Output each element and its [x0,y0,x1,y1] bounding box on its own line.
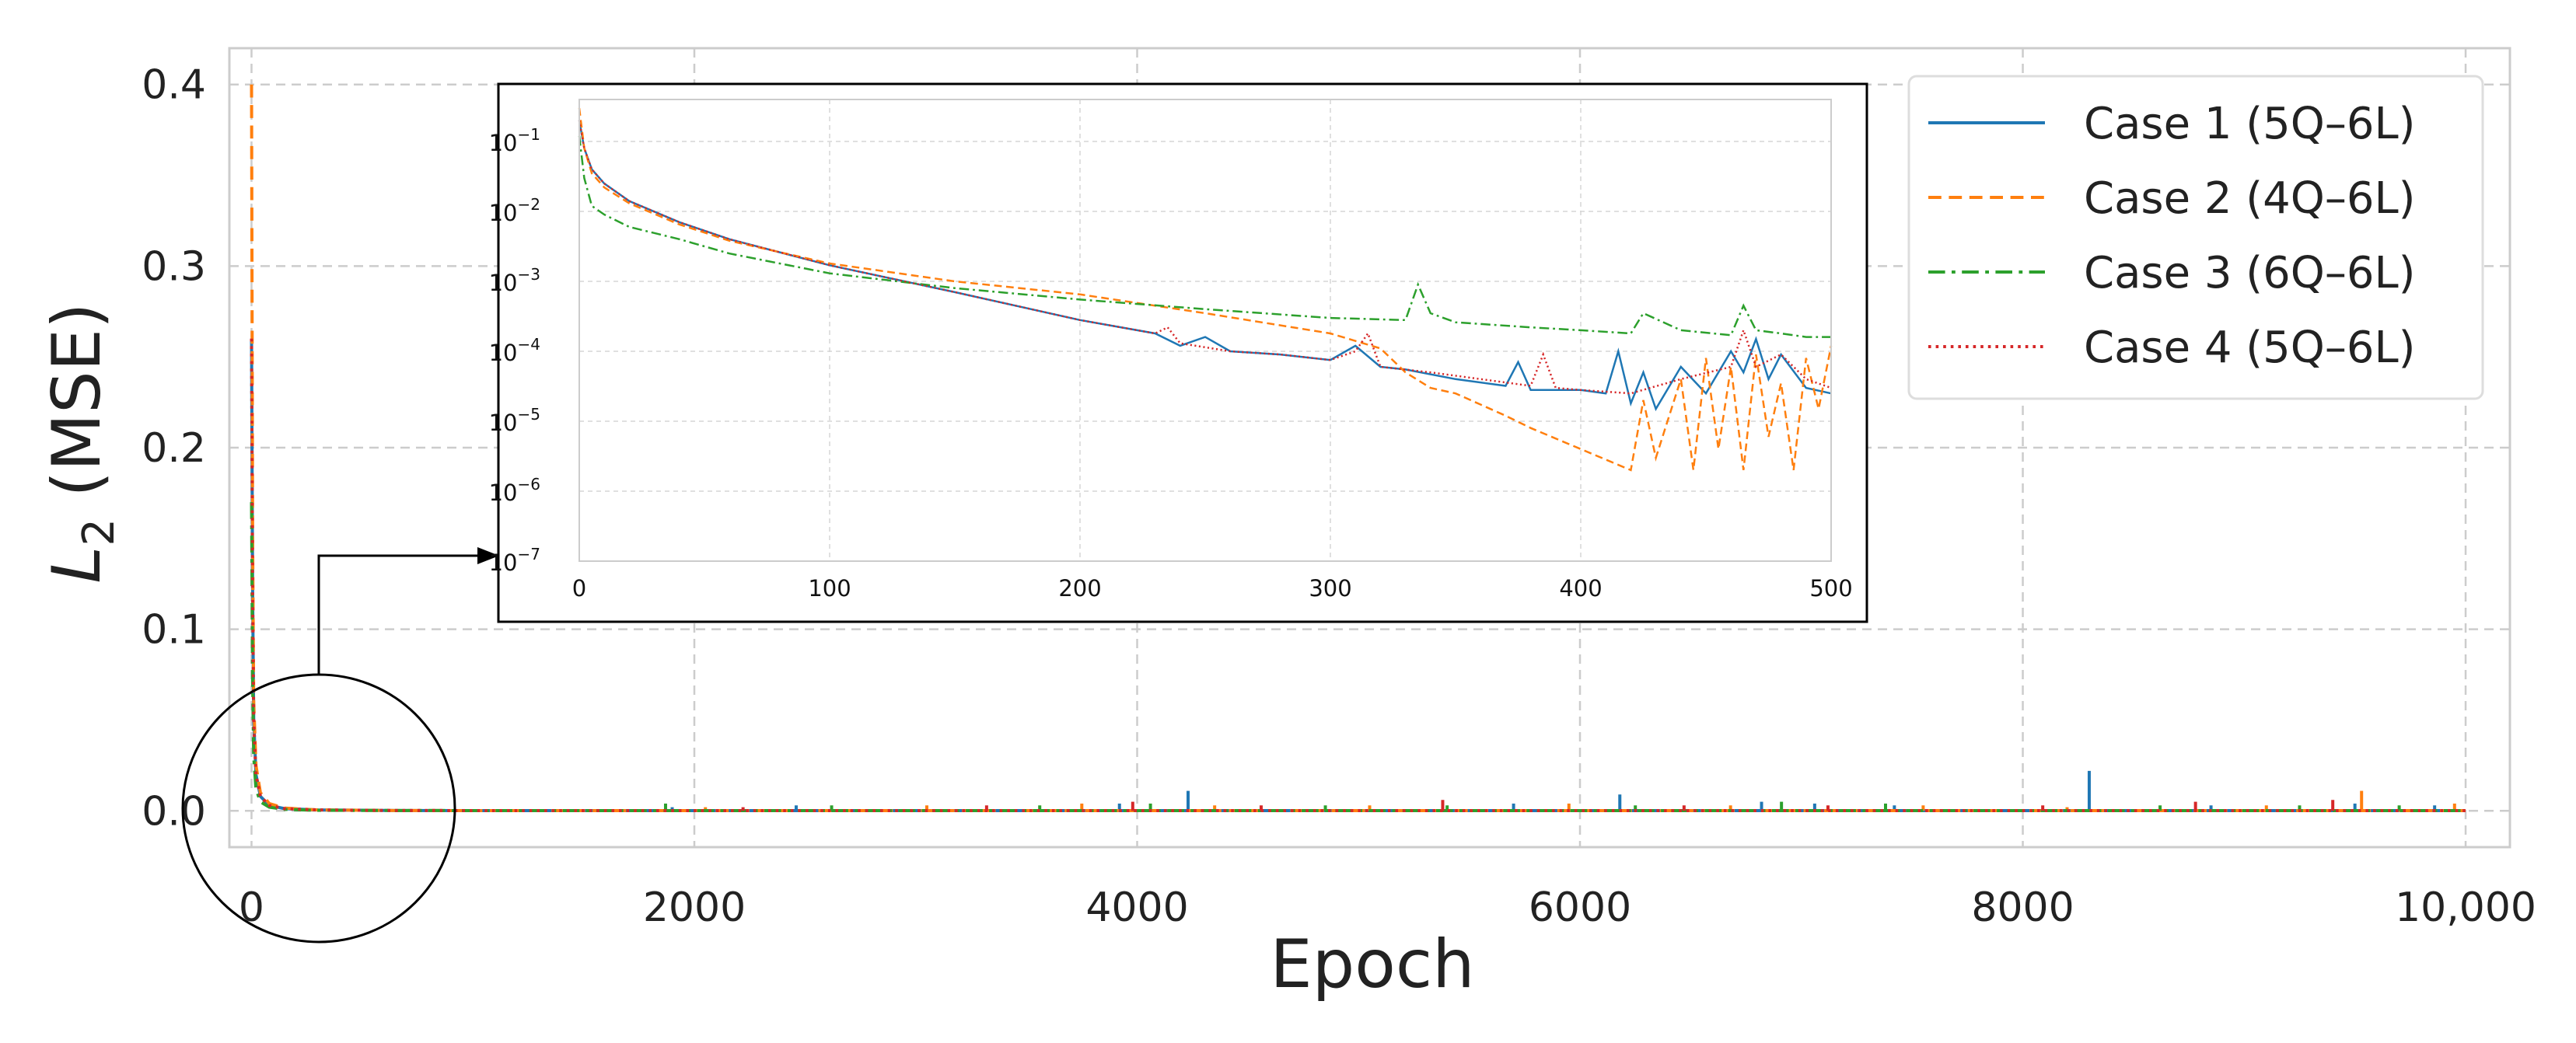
main-y-tick-label: 0.4 [142,62,206,109]
inset-y-tick-exponent: −2 [518,195,540,214]
inset-y-tick-label: 10−2 [489,195,540,226]
inset-y-tick-base: 10 [489,200,518,226]
main-x-tick-label: 6000 [1529,884,1631,931]
zoom-arrowhead [477,547,499,564]
legend-item-3: Case 3 (6Q–6L) [1928,248,2416,298]
legend-item-2: Case 2 (4Q–6L) [1928,173,2416,224]
legend: Case 1 (5Q–6L) Case 2 (4Q–6L) Case 3 (6Q–6… [1907,75,2484,400]
zoom-connector-line [317,554,486,675]
inset-y-tick-label: 10−5 [489,405,540,436]
inset-series-lines [578,107,1833,472]
legend-items: Case 1 (5Q–6L) Case 2 (4Q–6L) Case 3 (6Q–6… [1928,99,2416,373]
main-y-tick-label: 0.2 [142,425,206,472]
inset-x-tick-labels: 0 100 200 300 400 500 [572,575,1853,602]
inset-y-tick-exponent: −4 [518,335,540,354]
inset-series-line-2 [578,107,1833,472]
main-y-tick-label: 0.3 [142,243,206,290]
main-y-tick-labels: 0.0 0.1 0.2 0.3 0.4 [142,62,206,835]
inset-y-tick-base: 10 [489,340,518,366]
inset-y-tick-labels: 10−110−210−310−410−510−610−7 [489,125,540,576]
inset-plot-frame [578,99,1832,562]
inset-plot: 0 100 200 300 400 500 10−110−210−310−410−510−… [489,82,1868,623]
inset-y-tick-exponent: −7 [518,545,540,563]
main-y-tick-label: 0.0 [142,788,206,835]
inset-y-tick-base: 10 [489,270,518,296]
y-axis-title-space [38,497,116,518]
legend-item-1: Case 1 (5Q–6L) [1928,99,2416,149]
main-x-tick-labels: 0 2000 4000 6000 8000 10,000 [239,884,2536,931]
inset-y-tick-base: 10 [489,480,518,506]
legend-label: Case 2 (4Q–6L) [2084,173,2416,224]
inset-y-tick-label: 10−7 [489,545,540,576]
main-y-tick-label: 0.1 [142,607,206,654]
main-x-tick-label: 8000 [1971,884,2074,931]
inset-y-tick-label: 10−1 [489,125,540,156]
main-plot: 0 2000 4000 6000 8000 10,000 0.00.10.20.30.4 … [38,47,2536,1003]
y-axis-title: L2 (MSE) [38,302,124,583]
y-axis-title-rest: (MSE) [38,302,116,497]
inset-y-tick-exponent: −5 [518,405,540,424]
inset-y-tick-exponent: −1 [518,125,540,144]
main-plot-frame [228,47,2511,849]
main-series-line-3 [250,502,2466,812]
inset-x-tick-label: 400 [1559,575,1602,602]
inset-y-tick-base: 10 [489,549,518,576]
inset-x-tick-label: 500 [1809,575,1852,602]
zoom-annotation [181,547,499,944]
inset-y-tick-base: 10 [489,130,518,156]
main-x-tick-label: 2000 [643,884,746,931]
y-axis-title-symbol: L [38,546,116,584]
main-x-tick-label: 4000 [1085,884,1188,931]
inset-series-line-1 [578,120,1832,412]
legend-label: Case 4 (5Q–6L) [2084,323,2416,373]
inset-x-tick-label: 200 [1058,575,1101,602]
y-axis-title-subscript: 2 [74,518,124,546]
inset-series-line-3 [578,135,1831,338]
legend-item-4: Case 4 (5Q–6L) [1928,323,2416,373]
main-x-tick-label: 10,000 [2395,884,2536,931]
inset-y-tick-label: 10−4 [489,335,540,366]
legend-label: Case 1 (5Q–6L) [2084,99,2416,149]
inset-x-tick-label: 300 [1309,575,1351,602]
inset-x-tick-label: 0 [572,575,586,602]
main-series-lines [250,84,2466,812]
x-axis-title: Epoch [1270,926,1474,1003]
inset-x-tick-label: 100 [808,575,851,602]
legend-label: Case 3 (6Q–6L) [2084,248,2416,298]
legend-box [1907,75,2484,400]
inset-y-tick-base: 10 [489,410,518,436]
inset-y-tick-exponent: −3 [518,265,540,284]
inset-box [497,82,1868,623]
inset-y-tick-label: 10−6 [489,475,540,506]
inset-y-tick-exponent: −6 [518,475,540,494]
inset-y-tick-label: 10−3 [489,265,540,296]
